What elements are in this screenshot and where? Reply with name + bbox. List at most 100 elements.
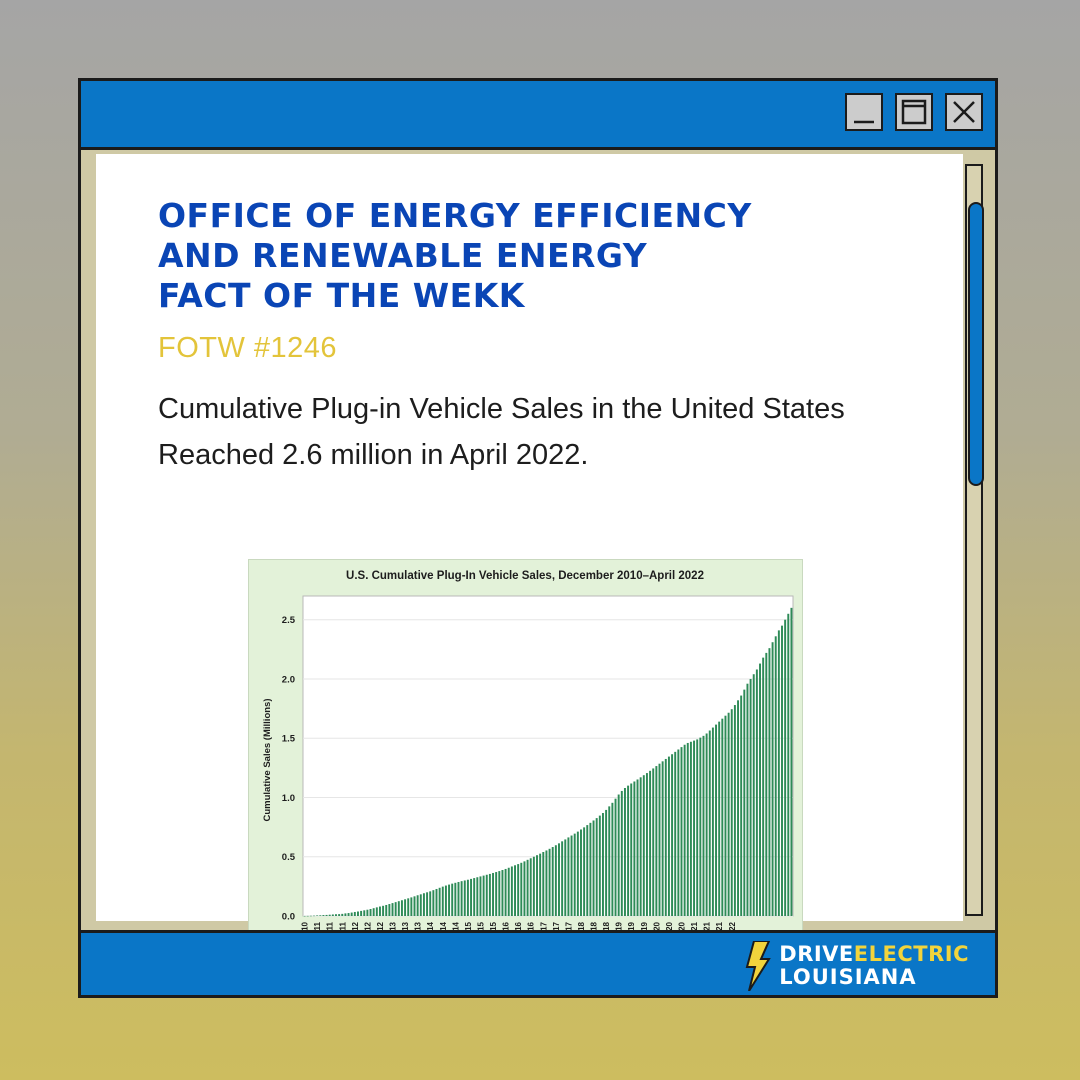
bar — [438, 887, 441, 916]
bar — [306, 915, 309, 917]
minimize-icon — [854, 120, 874, 124]
bar — [573, 833, 576, 916]
bar — [614, 798, 617, 916]
bar — [441, 886, 444, 916]
bar — [473, 878, 476, 916]
bar — [335, 914, 337, 916]
bar — [463, 880, 466, 916]
subtitle-line-2: Reached 2.6 million in April 2022. — [158, 439, 589, 471]
bar — [711, 727, 714, 916]
y-tick-layer: 0.0 0.5 1.0 1.5 2.0 2.5 — [282, 615, 296, 922]
bar — [338, 914, 341, 916]
bar — [652, 768, 655, 916]
chart-svg: U.S. Cumulative Plug-In Vehicle Sales, D… — [262, 570, 794, 949]
bar — [391, 903, 394, 916]
scrollbar-thumb[interactable] — [968, 202, 984, 486]
y-tick-label: 0.0 — [282, 912, 295, 923]
headline-line-1: OFFICE OF ENERGY EFFICIENCY — [158, 196, 752, 235]
bar — [608, 806, 611, 916]
bar — [617, 794, 620, 916]
scrollbar[interactable] — [965, 164, 984, 916]
bar — [598, 815, 601, 916]
bar — [504, 868, 507, 916]
bar — [479, 876, 482, 916]
bar — [429, 891, 432, 916]
fotw-label: FOTW #1246 — [158, 332, 338, 364]
bar — [536, 855, 538, 916]
bar — [661, 761, 664, 916]
close-button[interactable] — [945, 93, 983, 131]
bar — [718, 721, 721, 916]
app-window: OFFICE OF ENERGY EFFICIENCY AND RENEWABL… — [78, 78, 998, 998]
minimize-button[interactable] — [845, 93, 883, 131]
bar — [645, 773, 648, 916]
bar — [353, 911, 356, 916]
fact-subtitle: Cumulative Plug-in Vehicle Sales in the … — [158, 386, 948, 478]
bar — [777, 630, 780, 916]
bar — [627, 785, 630, 916]
bar — [517, 864, 520, 916]
bar — [564, 839, 567, 916]
bar — [740, 695, 743, 916]
bar — [601, 813, 604, 916]
y-axis-label: Cumulative Sales (Millions) — [262, 699, 273, 822]
y-tick-label: 2.0 — [282, 674, 295, 685]
bar — [372, 908, 375, 916]
bar — [388, 904, 391, 916]
bar — [755, 669, 758, 916]
bar — [671, 754, 674, 916]
bar — [422, 893, 425, 916]
bar — [466, 879, 469, 916]
y-tick-label: 2.5 — [282, 615, 296, 626]
headline-line-3: FACT OF THE WEKK — [158, 276, 525, 315]
bar — [322, 915, 325, 916]
bar — [771, 642, 774, 916]
bar — [344, 913, 347, 916]
bar — [382, 905, 385, 916]
sales-chart: U.S. Cumulative Plug-In Vehicle Sales, D… — [248, 559, 803, 963]
bar — [658, 763, 661, 916]
bar — [416, 895, 419, 916]
bar — [589, 822, 592, 916]
bar — [520, 862, 523, 916]
bar — [492, 872, 495, 916]
bar — [743, 689, 746, 916]
bar — [375, 907, 378, 916]
bar — [303, 915, 306, 917]
headline-line-2: AND RENEWABLE ENERGY — [158, 236, 648, 275]
bar — [561, 841, 564, 916]
bar — [592, 820, 595, 916]
bar — [680, 747, 683, 916]
bar — [693, 740, 696, 916]
bar — [470, 878, 473, 916]
bar — [400, 900, 403, 916]
bar — [570, 835, 573, 916]
bar — [369, 909, 372, 916]
bar — [413, 896, 416, 916]
bar — [708, 730, 711, 916]
headline: OFFICE OF ENERGY EFFICIENCY AND RENEWABL… — [158, 196, 938, 316]
bar — [586, 825, 589, 916]
bar — [683, 744, 686, 916]
maximize-button[interactable] — [895, 93, 933, 131]
bar — [363, 910, 366, 916]
bar — [410, 897, 413, 916]
bar — [435, 888, 438, 916]
bar — [444, 885, 447, 916]
bar — [394, 902, 397, 916]
bar — [554, 845, 557, 916]
bar — [404, 899, 407, 916]
bar — [529, 858, 532, 916]
bar — [664, 758, 667, 916]
bar — [488, 873, 491, 916]
bar — [576, 831, 579, 916]
bar — [580, 829, 582, 916]
bar — [781, 625, 783, 916]
bar — [476, 877, 479, 916]
chart-title: U.S. Cumulative Plug-In Vehicle Sales, D… — [346, 570, 704, 582]
bar — [495, 872, 498, 916]
logo-electric-text: ELECTRIC — [853, 942, 969, 966]
window-bottombar: DRIVEELECTRIC LOUISIANA — [81, 930, 995, 995]
close-icon — [953, 101, 975, 123]
bar — [378, 906, 381, 916]
